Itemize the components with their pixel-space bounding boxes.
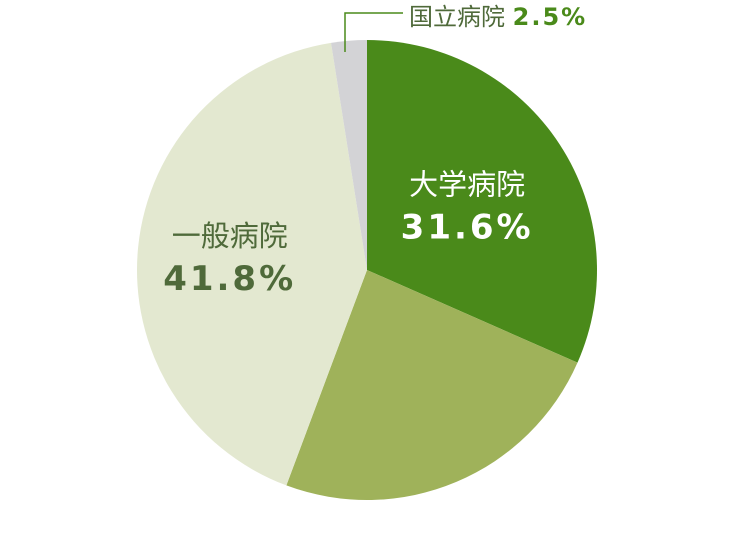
slice-value-0: 31.6% (401, 208, 534, 248)
pie-slice-3 (331, 40, 367, 270)
pie-slice-2 (137, 42, 367, 486)
pie-labels: 大学病院 31.6% 一般病院 41.8% 国立病院 2.5% (163, 3, 587, 299)
pie-callouts (344, 12, 403, 52)
pie-slice-1 (286, 270, 578, 500)
slice-label-3: 国立病院 (409, 3, 513, 31)
pie-slices (137, 40, 597, 500)
slice-label-2: 一般病院 (172, 219, 288, 253)
slice-label-0: 大学病院 (409, 168, 525, 202)
pie-slice-0 (367, 40, 597, 363)
slice-value-3: 2.5% (513, 3, 588, 31)
callout-label: 国立病院 2.5% (409, 3, 587, 31)
slice-value-2: 41.8% (163, 259, 296, 299)
callout-line (344, 12, 403, 52)
